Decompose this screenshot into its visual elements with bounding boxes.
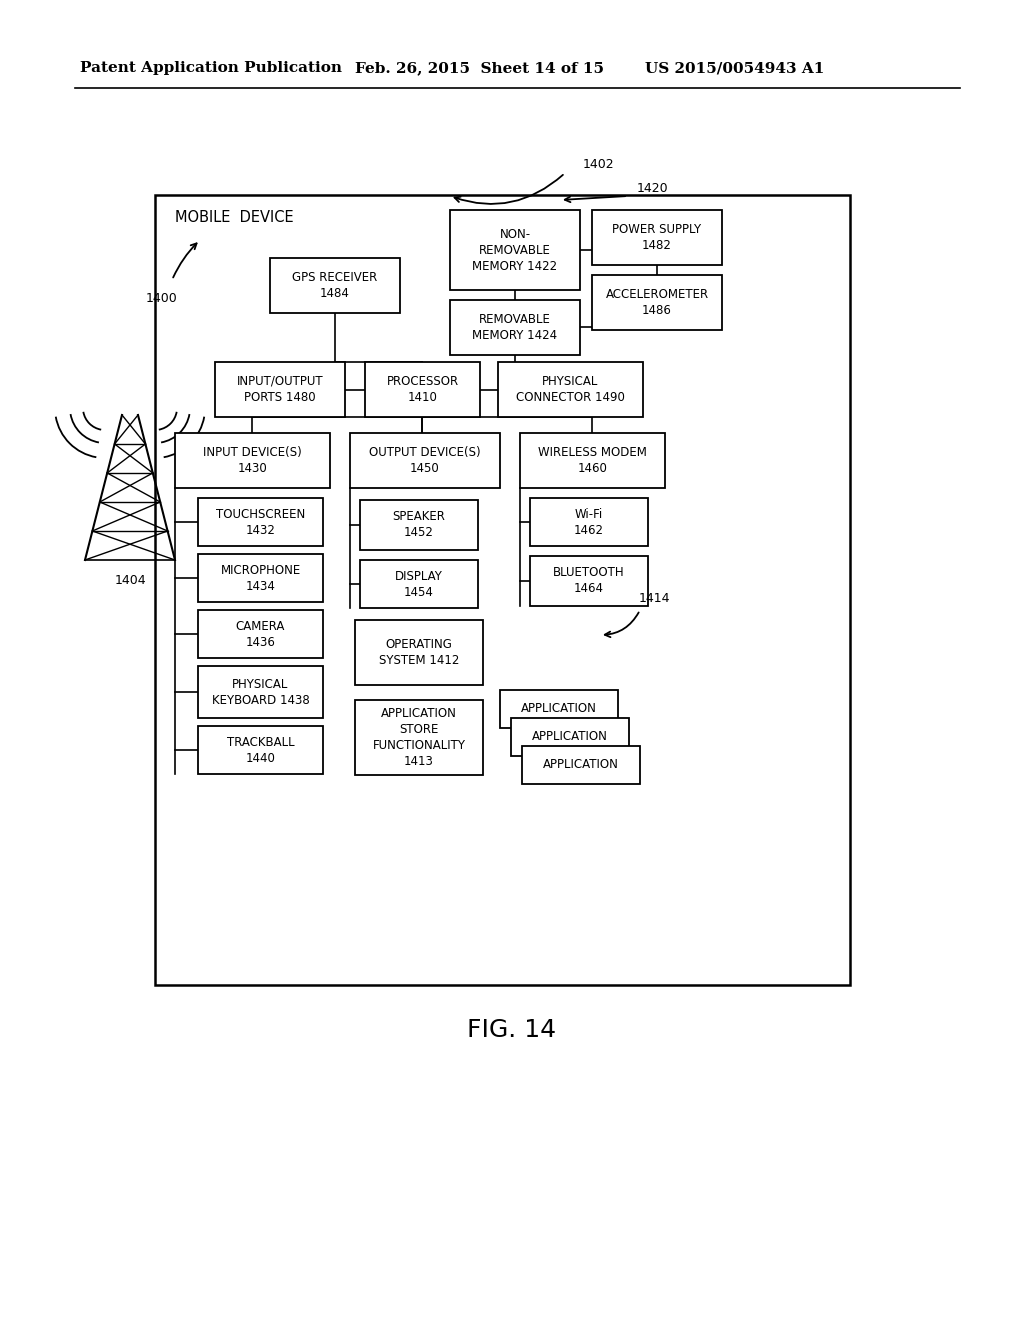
Text: FIG. 14: FIG. 14 xyxy=(467,1018,557,1041)
Bar xyxy=(592,210,722,265)
Bar xyxy=(500,690,618,729)
Bar xyxy=(198,610,323,657)
Text: POWER SUPPLY
1482: POWER SUPPLY 1482 xyxy=(612,223,701,252)
Text: 1402: 1402 xyxy=(583,158,613,172)
Text: PROCESSOR
1410: PROCESSOR 1410 xyxy=(386,375,459,404)
Text: APPLICATION: APPLICATION xyxy=(532,730,608,743)
Text: APPLICATION
STORE
FUNCTIONALITY
1413: APPLICATION STORE FUNCTIONALITY 1413 xyxy=(373,708,466,768)
Text: ACCELEROMETER
1486: ACCELEROMETER 1486 xyxy=(605,288,709,317)
Text: 1420: 1420 xyxy=(636,181,668,194)
Text: PHYSICAL
KEYBOARD 1438: PHYSICAL KEYBOARD 1438 xyxy=(212,677,309,706)
Text: 1404: 1404 xyxy=(115,573,145,586)
Text: CAMERA
1436: CAMERA 1436 xyxy=(236,619,286,648)
Bar xyxy=(450,210,580,290)
Bar xyxy=(350,433,500,488)
Bar xyxy=(360,500,478,550)
Text: INPUT DEVICE(S)
1430: INPUT DEVICE(S) 1430 xyxy=(203,446,302,475)
Bar xyxy=(530,498,648,546)
Text: APPLICATION: APPLICATION xyxy=(521,702,597,715)
Text: NON-
REMOVABLE
MEMORY 1422: NON- REMOVABLE MEMORY 1422 xyxy=(472,227,557,272)
Bar xyxy=(450,300,580,355)
Text: SPEAKER
1452: SPEAKER 1452 xyxy=(392,511,445,540)
Bar xyxy=(355,700,483,775)
Bar xyxy=(520,433,665,488)
Text: OPERATING
SYSTEM 1412: OPERATING SYSTEM 1412 xyxy=(379,638,459,667)
Text: APPLICATION: APPLICATION xyxy=(543,759,618,771)
Text: DISPLAY
1454: DISPLAY 1454 xyxy=(395,569,443,598)
Text: OUTPUT DEVICE(S)
1450: OUTPUT DEVICE(S) 1450 xyxy=(370,446,481,475)
Text: Feb. 26, 2015  Sheet 14 of 15: Feb. 26, 2015 Sheet 14 of 15 xyxy=(355,61,604,75)
Text: US 2015/0054943 A1: US 2015/0054943 A1 xyxy=(645,61,824,75)
Text: Patent Application Publication: Patent Application Publication xyxy=(80,61,342,75)
Bar xyxy=(198,498,323,546)
Bar xyxy=(365,362,480,417)
Text: BLUETOOTH
1464: BLUETOOTH 1464 xyxy=(553,566,625,595)
Bar xyxy=(592,275,722,330)
Bar xyxy=(198,726,323,774)
Text: TOUCHSCREEN
1432: TOUCHSCREEN 1432 xyxy=(216,507,305,536)
Bar xyxy=(360,560,478,609)
Text: 1400: 1400 xyxy=(146,292,178,305)
Text: MOBILE  DEVICE: MOBILE DEVICE xyxy=(175,210,294,224)
Text: REMOVABLE
MEMORY 1424: REMOVABLE MEMORY 1424 xyxy=(472,313,557,342)
Bar xyxy=(270,257,400,313)
Bar xyxy=(355,620,483,685)
Text: WIRELESS MODEM
1460: WIRELESS MODEM 1460 xyxy=(538,446,647,475)
Bar xyxy=(155,195,850,985)
Text: Wi-Fi
1462: Wi-Fi 1462 xyxy=(574,507,604,536)
Text: GPS RECEIVER
1484: GPS RECEIVER 1484 xyxy=(293,271,378,300)
Bar xyxy=(175,433,330,488)
Bar xyxy=(530,556,648,606)
Text: MICROPHONE
1434: MICROPHONE 1434 xyxy=(220,564,301,593)
Text: INPUT/OUTPUT
PORTS 1480: INPUT/OUTPUT PORTS 1480 xyxy=(237,375,324,404)
Bar xyxy=(511,718,629,756)
Bar xyxy=(198,667,323,718)
Text: TRACKBALL
1440: TRACKBALL 1440 xyxy=(226,735,294,764)
Bar xyxy=(198,554,323,602)
Text: 1414: 1414 xyxy=(638,591,670,605)
Bar xyxy=(498,362,643,417)
Bar xyxy=(215,362,345,417)
Bar xyxy=(522,746,640,784)
Text: PHYSICAL
CONNECTOR 1490: PHYSICAL CONNECTOR 1490 xyxy=(516,375,625,404)
